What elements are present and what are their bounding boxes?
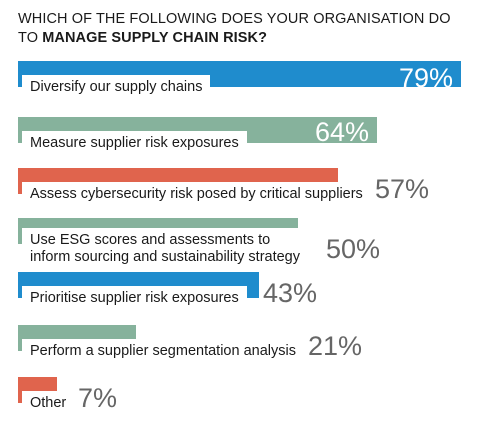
- value-label-6: 21%: [308, 331, 363, 361]
- value-label-2: 64%: [315, 117, 370, 147]
- value-label-7: 7%: [78, 383, 118, 413]
- value-label-4: 50%: [326, 234, 381, 264]
- chart-title: WHICH OF THE FOLLOWING DOES YOUR ORGANIS…: [18, 10, 468, 48]
- category-label-6: Perform a supplier segmentation analysis: [22, 339, 304, 363]
- chart-title-emphasis: MANAGE SUPPLY CHAIN RISK?: [42, 30, 268, 46]
- value-label-5: 43%: [263, 278, 318, 308]
- category-label-4: Use ESG scores and assessments to inform…: [22, 228, 322, 268]
- chart-title-text: WHICH OF THE FOLLOWING DOES YOUR ORGANIS…: [18, 11, 451, 46]
- category-label-2: Measure supplier risk exposures: [22, 131, 247, 155]
- value-label-1: 79%: [399, 63, 454, 93]
- category-label-1: Diversify our supply chains: [22, 75, 211, 99]
- category-label-3: Assess cybersecurity risk posed by criti…: [22, 182, 371, 206]
- value-label-3: 57%: [375, 174, 430, 204]
- category-label-7: Other: [22, 391, 75, 415]
- category-label-5: Prioritise supplier risk exposures: [22, 286, 247, 310]
